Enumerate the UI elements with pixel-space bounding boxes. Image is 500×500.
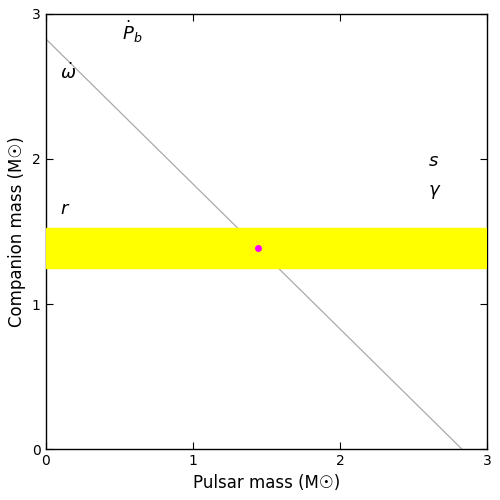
Y-axis label: Companion mass (M☉): Companion mass (M☉): [8, 136, 26, 327]
Bar: [46, 228, 488, 268]
Text: $\dot{P}_b$: $\dot{P}_b$: [122, 18, 142, 45]
Text: $r$: $r$: [60, 200, 70, 218]
X-axis label: Pulsar mass (M☉): Pulsar mass (M☉): [193, 474, 340, 492]
Text: $s$: $s$: [428, 152, 440, 170]
Text: $\dot{\omega}$: $\dot{\omega}$: [60, 63, 76, 83]
Text: $\gamma$: $\gamma$: [428, 184, 442, 202]
